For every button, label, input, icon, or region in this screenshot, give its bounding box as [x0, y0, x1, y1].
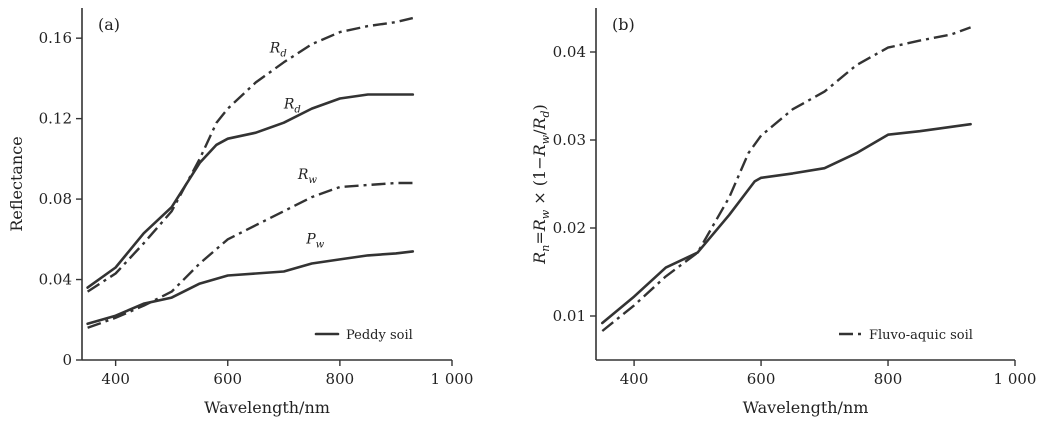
y-tick-label: 0.08 — [39, 190, 72, 208]
y-tick-label: 0.04 — [39, 271, 72, 289]
x-tick-label: 600 — [747, 370, 776, 388]
series-label: Pw — [305, 231, 324, 250]
y-tick-label: 0.04 — [553, 43, 586, 61]
x-tick-label: 400 — [101, 370, 130, 388]
legend-label: Peddy soil — [346, 328, 413, 343]
panel-label: (b) — [612, 15, 635, 34]
y-tick-label: 0.02 — [553, 219, 586, 237]
y-tick-label: 0.12 — [39, 110, 72, 128]
series-label: Rw — [297, 167, 318, 186]
x-tick-label: 600 — [213, 370, 242, 388]
x-axis-title: Wavelength/nm — [204, 398, 330, 417]
y-tick-label: 0.01 — [553, 307, 586, 325]
x-tick-label: 400 — [620, 370, 649, 388]
series-line-4 — [86, 250, 415, 326]
x-tick-label: 1 000 — [994, 370, 1037, 388]
panel-label: (a) — [98, 15, 120, 34]
series-label: Rd — [283, 97, 301, 116]
y-tick-label: 0.03 — [553, 131, 586, 149]
series-line-1 — [600, 122, 972, 325]
series-line-2 — [601, 26, 972, 332]
y-axis-title: Reflectance — [7, 136, 26, 231]
panel-b: 400 600 800 1 000 0.01 0.02 0.03 0.04 Wavelength… — [530, 8, 1036, 417]
series-line-3 — [87, 181, 413, 329]
series-line-2 — [86, 16, 414, 293]
legend-label: Fluvo-aquic soil — [869, 328, 973, 343]
series-line-1 — [86, 93, 415, 289]
x-axis-title: Wavelength/nm — [743, 398, 869, 417]
x-tick-label: 1 000 — [431, 370, 474, 388]
series-label: Rd — [269, 40, 287, 59]
y-tick-label: 0.16 — [39, 29, 72, 47]
y-tick-label: 0 — [62, 351, 72, 369]
panel-a: 400 600 800 1 000 0 0.04 0.08 0.12 0.16 Wavelengt… — [7, 8, 473, 417]
y-axis-title: Rn=Rw × (1−Rw/Rd) — [530, 104, 552, 265]
x-tick-label: 800 — [326, 370, 355, 388]
x-tick-label: 800 — [874, 370, 903, 388]
